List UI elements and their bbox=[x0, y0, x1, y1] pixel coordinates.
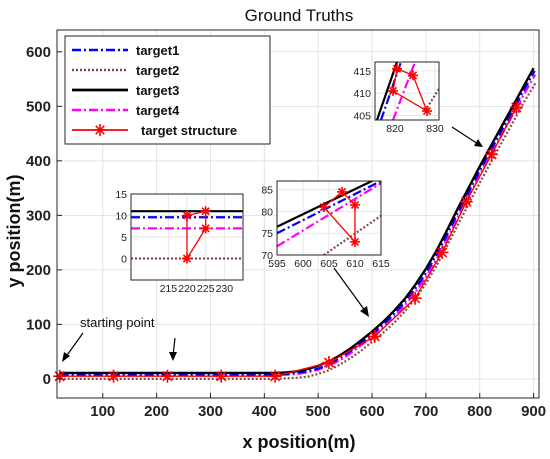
x-tick-label: 900 bbox=[521, 403, 546, 420]
x-axis-label: x position(m) bbox=[243, 432, 356, 452]
annotation-starting-point: starting point bbox=[80, 315, 155, 330]
inset-frame bbox=[374, 61, 440, 121]
inset-y-tick-label: 15 bbox=[115, 189, 127, 201]
series-point-target-structure bbox=[509, 100, 523, 114]
inset-y-tick-label: 10 bbox=[115, 211, 127, 223]
inset-plot-2: 595 600 605 610 615 70 75 80 85 bbox=[261, 180, 390, 270]
series-point-target-structure bbox=[160, 369, 174, 383]
x-tick-label: 100 bbox=[90, 403, 115, 420]
y-tick-label: 0 bbox=[43, 371, 51, 388]
x-tick-label: 300 bbox=[198, 403, 223, 420]
inset-structure-point bbox=[200, 206, 211, 217]
inset-line-target4 bbox=[277, 182, 381, 248]
series-point-target-structure bbox=[435, 245, 449, 259]
series-point-target-structure bbox=[322, 356, 336, 370]
x-tick-label: 700 bbox=[413, 403, 438, 420]
inset3-pointer bbox=[451, 126, 479, 145]
inset-y-tick-label: 405 bbox=[353, 111, 371, 123]
inset-plot-3: 820 830 405 410 415 bbox=[353, 61, 444, 135]
series-point-target-structure bbox=[268, 369, 282, 383]
inset-structure-point bbox=[388, 86, 398, 96]
series-line-target2 bbox=[59, 81, 538, 380]
inset2-arrowhead bbox=[360, 306, 369, 317]
inset-structure-point bbox=[422, 106, 432, 117]
inset-x-tick-label: 220 bbox=[178, 283, 196, 295]
legend-marker-target-structure bbox=[94, 124, 106, 136]
inset-x-tick-label: 230 bbox=[216, 283, 234, 295]
inset-y-tick-label: 75 bbox=[261, 228, 273, 240]
series-line-target3 bbox=[59, 67, 535, 375]
series-point-target-structure bbox=[53, 369, 67, 383]
inset-line-target1 bbox=[277, 181, 381, 235]
inset-x-tick-label: 615 bbox=[372, 258, 390, 270]
y-tick-label: 300 bbox=[26, 207, 51, 224]
inset-structure-point bbox=[350, 236, 360, 247]
inset-x-tick-label: 225 bbox=[197, 283, 215, 295]
inset-structure-point bbox=[392, 63, 402, 74]
legend-label-target2: target2 bbox=[136, 63, 179, 78]
annotation-arrow-start bbox=[64, 332, 84, 359]
inset-x-tick-label: 215 bbox=[160, 283, 178, 295]
plot-frame bbox=[56, 29, 540, 399]
y-axis-label: y position(m) bbox=[4, 175, 24, 288]
inset-x-tick-label: 595 bbox=[268, 258, 286, 270]
x-tick-label: 400 bbox=[252, 403, 277, 420]
annotation-arrowhead-start bbox=[62, 352, 70, 362]
series-line-target4 bbox=[59, 74, 537, 377]
inset-y-tick-label: 415 bbox=[353, 66, 371, 78]
inset-line-target2 bbox=[323, 214, 381, 255]
legend-label-target1: target1 bbox=[136, 43, 179, 58]
inset-y-tick-label: 85 bbox=[261, 185, 273, 197]
inset-structure-point bbox=[200, 223, 211, 234]
inset-structure-point bbox=[350, 199, 360, 210]
inset-x-tick-label: 600 bbox=[294, 258, 312, 270]
inset-frame bbox=[276, 180, 382, 256]
inset-frame bbox=[130, 193, 244, 281]
inset-structure-point bbox=[182, 253, 192, 264]
y-tick-label: 500 bbox=[26, 98, 51, 115]
x-tick-label: 800 bbox=[467, 403, 492, 420]
x-tick-label: 600 bbox=[360, 403, 385, 420]
inset-line-target4 bbox=[391, 62, 417, 120]
legend-label-target3: target3 bbox=[136, 83, 179, 98]
inset-y-tick-label: 80 bbox=[261, 206, 273, 218]
inset-y-tick-label: 5 bbox=[121, 232, 127, 244]
series-point-target-structure bbox=[459, 195, 473, 209]
inset3-arrowhead bbox=[474, 139, 483, 147]
inset-structure-point bbox=[182, 210, 192, 221]
legend-label-target-structure: target structure bbox=[141, 123, 237, 138]
legend: target1 target2 target3 target4 target struc… bbox=[64, 35, 271, 145]
series-point-target-structure bbox=[107, 369, 121, 383]
y-tick-label: 400 bbox=[26, 153, 51, 170]
series-point-target-structure bbox=[368, 329, 382, 343]
inset-x-tick-label: 610 bbox=[346, 258, 364, 270]
inset-structure-point bbox=[337, 186, 347, 197]
x-tick-label: 500 bbox=[306, 403, 331, 420]
y-tick-label: 200 bbox=[26, 262, 51, 279]
inset2-pointer bbox=[333, 267, 367, 313]
inset-plot-1: 215 220 225 230 0 5 10 15 bbox=[115, 189, 244, 295]
inset-y-tick-label: 0 bbox=[121, 254, 127, 266]
inset-structure-point bbox=[408, 70, 418, 81]
inset-x-tick-label: 830 bbox=[426, 123, 444, 135]
chart-title: Ground Truths bbox=[245, 6, 354, 25]
series-point-target-structure bbox=[214, 369, 228, 383]
series-point-target-structure bbox=[408, 291, 422, 305]
inset-line-target3 bbox=[277, 181, 375, 228]
series-point-target-structure bbox=[485, 147, 499, 161]
y-tick-label: 600 bbox=[26, 44, 51, 61]
legend-label-target4: target4 bbox=[136, 103, 180, 118]
inset1-arrowhead bbox=[169, 352, 177, 361]
inset-y-tick-label: 70 bbox=[261, 250, 273, 262]
series-line-target-structure bbox=[59, 107, 518, 377]
inset-x-tick-label: 820 bbox=[386, 123, 404, 135]
inset-x-tick-label: 605 bbox=[320, 258, 338, 270]
inset-y-tick-label: 410 bbox=[353, 88, 371, 100]
y-tick-label: 100 bbox=[26, 316, 51, 333]
inset-structure-point bbox=[318, 202, 329, 213]
x-tick-label: 200 bbox=[144, 403, 169, 420]
